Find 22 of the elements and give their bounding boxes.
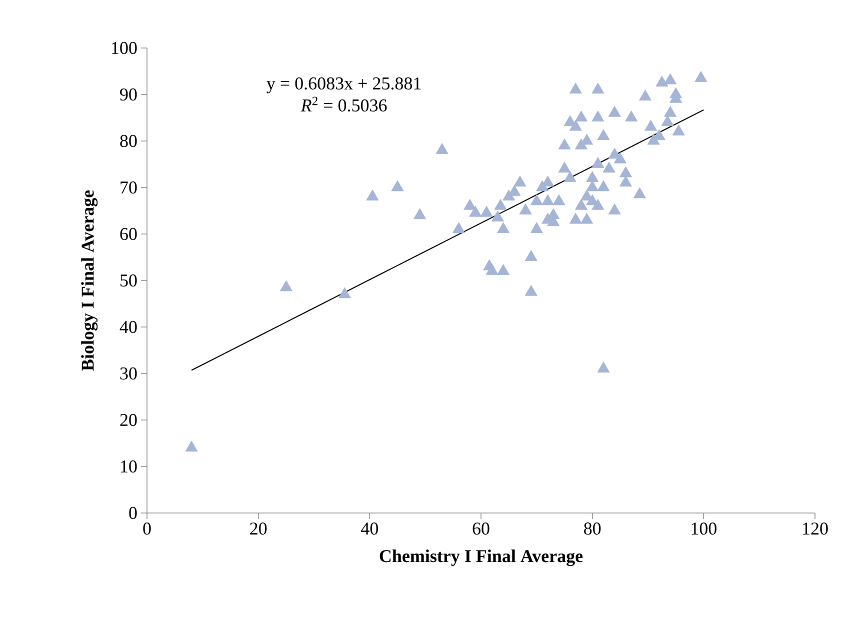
y-tick-label: 10	[121, 460, 137, 473]
x-axis-title: Chemistry I Final Average	[380, 550, 583, 566]
y-tick-label: 50	[120, 274, 137, 287]
y-tick-label: 90	[120, 88, 137, 101]
x-tick-label: 100	[692, 522, 716, 535]
y-tick-label: 0	[129, 506, 137, 520]
x-tick-label: 80	[584, 522, 601, 535]
y-tick-label: 20	[120, 414, 137, 426]
y-tick-label: 60	[120, 228, 137, 240]
x-tick-label: 120	[803, 522, 828, 535]
annotation: R$^{2}$ = 0.5036	[300, 96, 387, 112]
y-tick-label: 80	[120, 134, 137, 148]
y-tick-label: 40	[120, 320, 137, 334]
y-tick-label: 70	[120, 181, 137, 194]
y-axis-title: Biology I Final Average	[81, 190, 98, 371]
annotation: y = 0.6083x + 25.881	[266, 77, 421, 94]
y-tick-label: 100	[112, 42, 137, 54]
x-tick-label: 40	[361, 522, 378, 535]
x-tick-label: 0	[143, 522, 151, 535]
x-tick-label: 60	[472, 522, 490, 535]
x-tick-label: 20	[250, 522, 267, 535]
y-tick-label: 30	[120, 367, 137, 380]
